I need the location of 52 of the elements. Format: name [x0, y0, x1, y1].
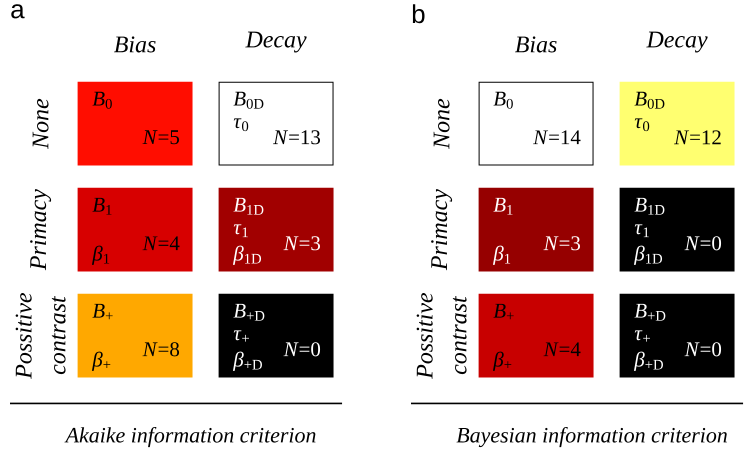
annotation: β$_{1}$ — [492, 246, 510, 265]
annotation: β$_{+D}$ — [232, 352, 262, 371]
annotation: β$_{+}$ — [492, 352, 512, 371]
annotation: B$_{+D}$ — [233, 304, 264, 321]
x-axis-title: Bayesian information criterion — [456, 426, 727, 448]
y-tick-label: Primacy — [30, 189, 52, 270]
annotation: τ$_{1}$ — [234, 224, 248, 238]
x-tick-label: Decay — [245, 32, 307, 52]
data-label: N=14 — [533, 130, 581, 144]
data-label: N=8 — [142, 342, 180, 356]
annotation: β$_{1D}$ — [232, 246, 262, 265]
annotation: τ$_{1}$ — [634, 224, 649, 238]
y-tick-label: Possitive contrast — [16, 292, 66, 379]
annotation: B$_{0}$ — [92, 92, 112, 109]
annotation: B$_{1}$ — [92, 198, 112, 215]
y-tick-label: Possitive contrast — [416, 292, 467, 379]
data-label: N=3 — [543, 236, 580, 250]
chart-title: b — [412, 4, 425, 24]
annotation: β$_{1}$ — [92, 246, 110, 265]
data-label: N=4 — [142, 236, 180, 250]
annotation: τ$_{0}$ — [234, 118, 248, 132]
y-tick-label: None — [434, 98, 450, 150]
annotation: B$_{0D}$ — [233, 92, 264, 109]
data-label: N=3 — [283, 236, 320, 250]
annotation: B$_{1}$ — [493, 198, 513, 215]
chart-title: a — [11, 4, 25, 18]
data-label: N=5 — [142, 130, 180, 144]
annotation: β$_{1D}$ — [634, 246, 662, 265]
annotation: B$_{0}$ — [493, 92, 513, 109]
annotation: B$_{1D}$ — [634, 198, 664, 215]
annotation: τ$_{+}$ — [234, 330, 249, 342]
annotation: B$_{+D}$ — [634, 304, 666, 321]
annotation: τ$_{+}$ — [634, 330, 650, 342]
data-label: N=13 — [273, 130, 320, 144]
annotation: β$_{+}$ — [92, 352, 110, 371]
annotation: β$_{+D}$ — [634, 352, 663, 371]
data-label: N=0 — [684, 342, 722, 356]
annotation: B$_{+}$ — [493, 304, 514, 320]
x-tick-label: Bias — [114, 36, 156, 52]
annotation: B$_{0D}$ — [634, 92, 664, 109]
data-label: N=4 — [543, 342, 581, 356]
x-tick-label: Decay — [646, 32, 708, 52]
data-label: N=12 — [674, 130, 721, 144]
data-label: N=0 — [283, 342, 320, 356]
y-tick-label: None — [32, 98, 49, 150]
x-tick-label: Bias — [515, 36, 557, 52]
annotation: τ$_{0}$ — [634, 118, 650, 132]
y-tick-label: Primacy — [431, 189, 452, 270]
annotation: B$_{1D}$ — [233, 198, 264, 215]
x-axis-title: Akaike information criterion — [64, 426, 316, 448]
annotation: B$_{+}$ — [92, 304, 113, 320]
data-label: N=0 — [684, 236, 722, 250]
